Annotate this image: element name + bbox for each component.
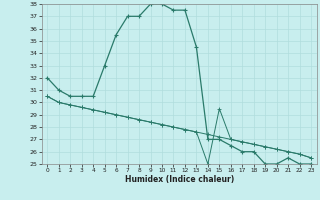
X-axis label: Humidex (Indice chaleur): Humidex (Indice chaleur)	[124, 175, 234, 184]
